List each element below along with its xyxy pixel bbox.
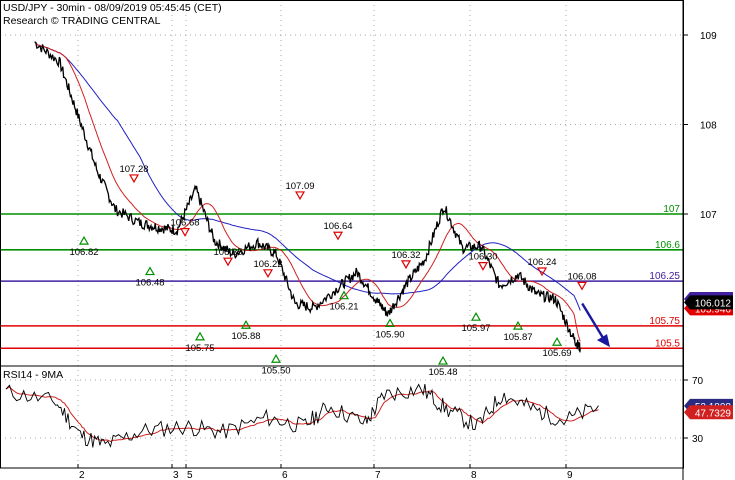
level-label: 105.75 <box>649 316 680 327</box>
swing-low-marker <box>437 355 449 365</box>
axes: 109 108 107 2 3 5 6 7 8 9 70 30 <box>0 0 717 480</box>
swing-low-label: 105.97 <box>461 323 490 334</box>
time-tick-label: 7 <box>375 470 381 480</box>
swing-low-label: 105.50 <box>261 365 290 376</box>
swing-high-label: 107.09 <box>285 181 314 192</box>
rsi-line <box>5 383 599 448</box>
ma-slow-path <box>34 41 581 311</box>
swing-low-label: 105.90 <box>375 329 404 340</box>
swing-low-label: 105.75 <box>185 343 214 354</box>
chart-title: USD/JPY - 30min - 08/09/2019 05:45:45 (C… <box>3 2 222 14</box>
swing-high-label: 106.64 <box>323 221 352 232</box>
swing-high-label: 106.35 <box>213 247 242 258</box>
swing-high-marker <box>477 262 489 271</box>
time-tick-label: 6 <box>282 470 288 480</box>
time-tick-label: 8 <box>471 470 477 480</box>
swing-low-label: 106.48 <box>135 278 164 289</box>
rsi-tick-label: 30 <box>692 434 704 445</box>
rsi-ma-badge <box>684 405 733 420</box>
price-series <box>34 41 581 353</box>
swing-low-label: 105.87 <box>503 332 532 343</box>
swing-high-label: 107.28 <box>119 164 148 175</box>
price-tick-label: 109 <box>700 31 717 42</box>
level-label: 106.25 <box>649 271 680 282</box>
level-label: 106.6 <box>655 240 680 251</box>
swing-low-marker <box>338 290 350 300</box>
ma-slow-line <box>34 41 581 311</box>
time-tick-label: 9 <box>567 470 573 480</box>
swing-high-marker <box>576 281 588 291</box>
swing-low-label: 105.88 <box>231 331 260 342</box>
swing-low-label: 105.48 <box>428 367 457 378</box>
swing-high-marker <box>536 267 548 277</box>
swing-high-marker <box>262 269 274 279</box>
swing-high-label: 106.22 <box>253 259 282 270</box>
swing-low-marker <box>270 354 282 363</box>
swing-high-marker <box>332 231 344 241</box>
rsi-tick-label: 70 <box>692 376 704 387</box>
rsi-panel <box>5 383 599 448</box>
level-label: 105.5 <box>655 338 680 349</box>
swing-high-marker <box>294 191 306 201</box>
swing-low-marker <box>78 235 90 245</box>
forecast-arrow-head <box>597 334 610 348</box>
price-line <box>34 41 581 353</box>
price-tick-label: 107 <box>700 210 717 221</box>
swing-low-marker <box>551 337 563 346</box>
swing-high-marker <box>179 228 191 237</box>
price-tick-label: 108 <box>700 121 717 132</box>
swing-high-label: 106.30 <box>468 252 497 263</box>
rsi-ma-badge-text: 47.7329 <box>695 408 732 419</box>
forecast-arrow <box>581 302 610 348</box>
swing-high-label: 106.32 <box>391 250 420 261</box>
swing-low-label: 105.69 <box>542 348 571 359</box>
ma-fast-path <box>34 41 581 342</box>
rsi-ma-line <box>5 386 599 442</box>
swing-low-marker <box>470 311 482 321</box>
swing-low-marker <box>512 320 524 330</box>
swing-low-marker <box>384 318 396 328</box>
swing-low-label: 106.82 <box>69 247 98 258</box>
grid <box>0 0 683 468</box>
time-tick-label: 5 <box>187 470 193 480</box>
swing-low-label: 106.21 <box>329 302 358 313</box>
swing-low-marker <box>194 331 206 341</box>
swing-low-marker <box>144 266 156 276</box>
price-low-badge-text: 105.946 <box>695 304 732 315</box>
swing-high-label: 106.68 <box>170 218 199 229</box>
time-tick-label: 2 <box>79 470 85 480</box>
swing-markers: 107.28 106.82 106.68 106.48 106.35 105.75 106.… <box>69 164 596 378</box>
forecast-arrow-shaft <box>581 302 607 342</box>
swing-high-marker <box>222 257 234 267</box>
time-tick-label: 3 <box>173 470 179 480</box>
swing-high-marker <box>128 174 140 184</box>
current-price-badge <box>684 295 733 310</box>
rsi-title: RSI14 - 9MA <box>3 369 64 381</box>
current-price-badge-text: 106.012 <box>695 298 732 309</box>
plot-frame <box>0 0 684 469</box>
ma-fast-line <box>34 41 581 342</box>
swing-high-marker <box>400 260 412 270</box>
level-label: 107 <box>663 204 680 215</box>
chart-credit: Research © TRADING CENTRAL <box>3 15 161 27</box>
swing-low-marker <box>240 320 252 329</box>
swing-high-label: 106.08 <box>567 271 596 282</box>
swing-high-label: 106.24 <box>527 257 556 268</box>
